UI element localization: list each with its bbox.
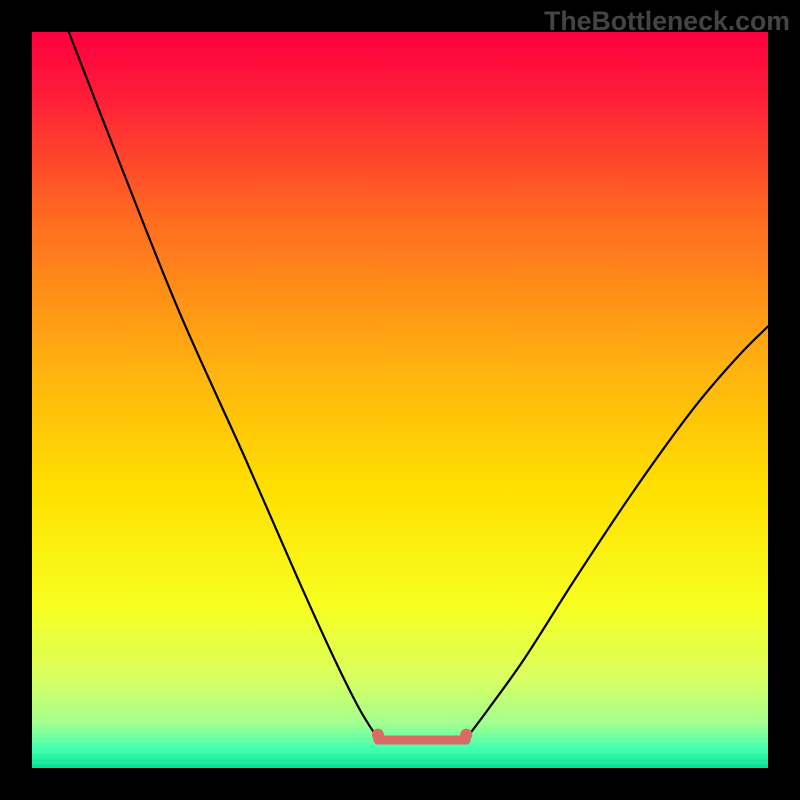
curve-right xyxy=(466,326,768,738)
chart-container: TheBottleneck.com xyxy=(0,0,800,800)
valley-marker xyxy=(372,729,472,741)
curve-left xyxy=(69,32,378,739)
watermark-text: TheBottleneck.com xyxy=(544,6,790,37)
chart-svg xyxy=(0,0,800,800)
